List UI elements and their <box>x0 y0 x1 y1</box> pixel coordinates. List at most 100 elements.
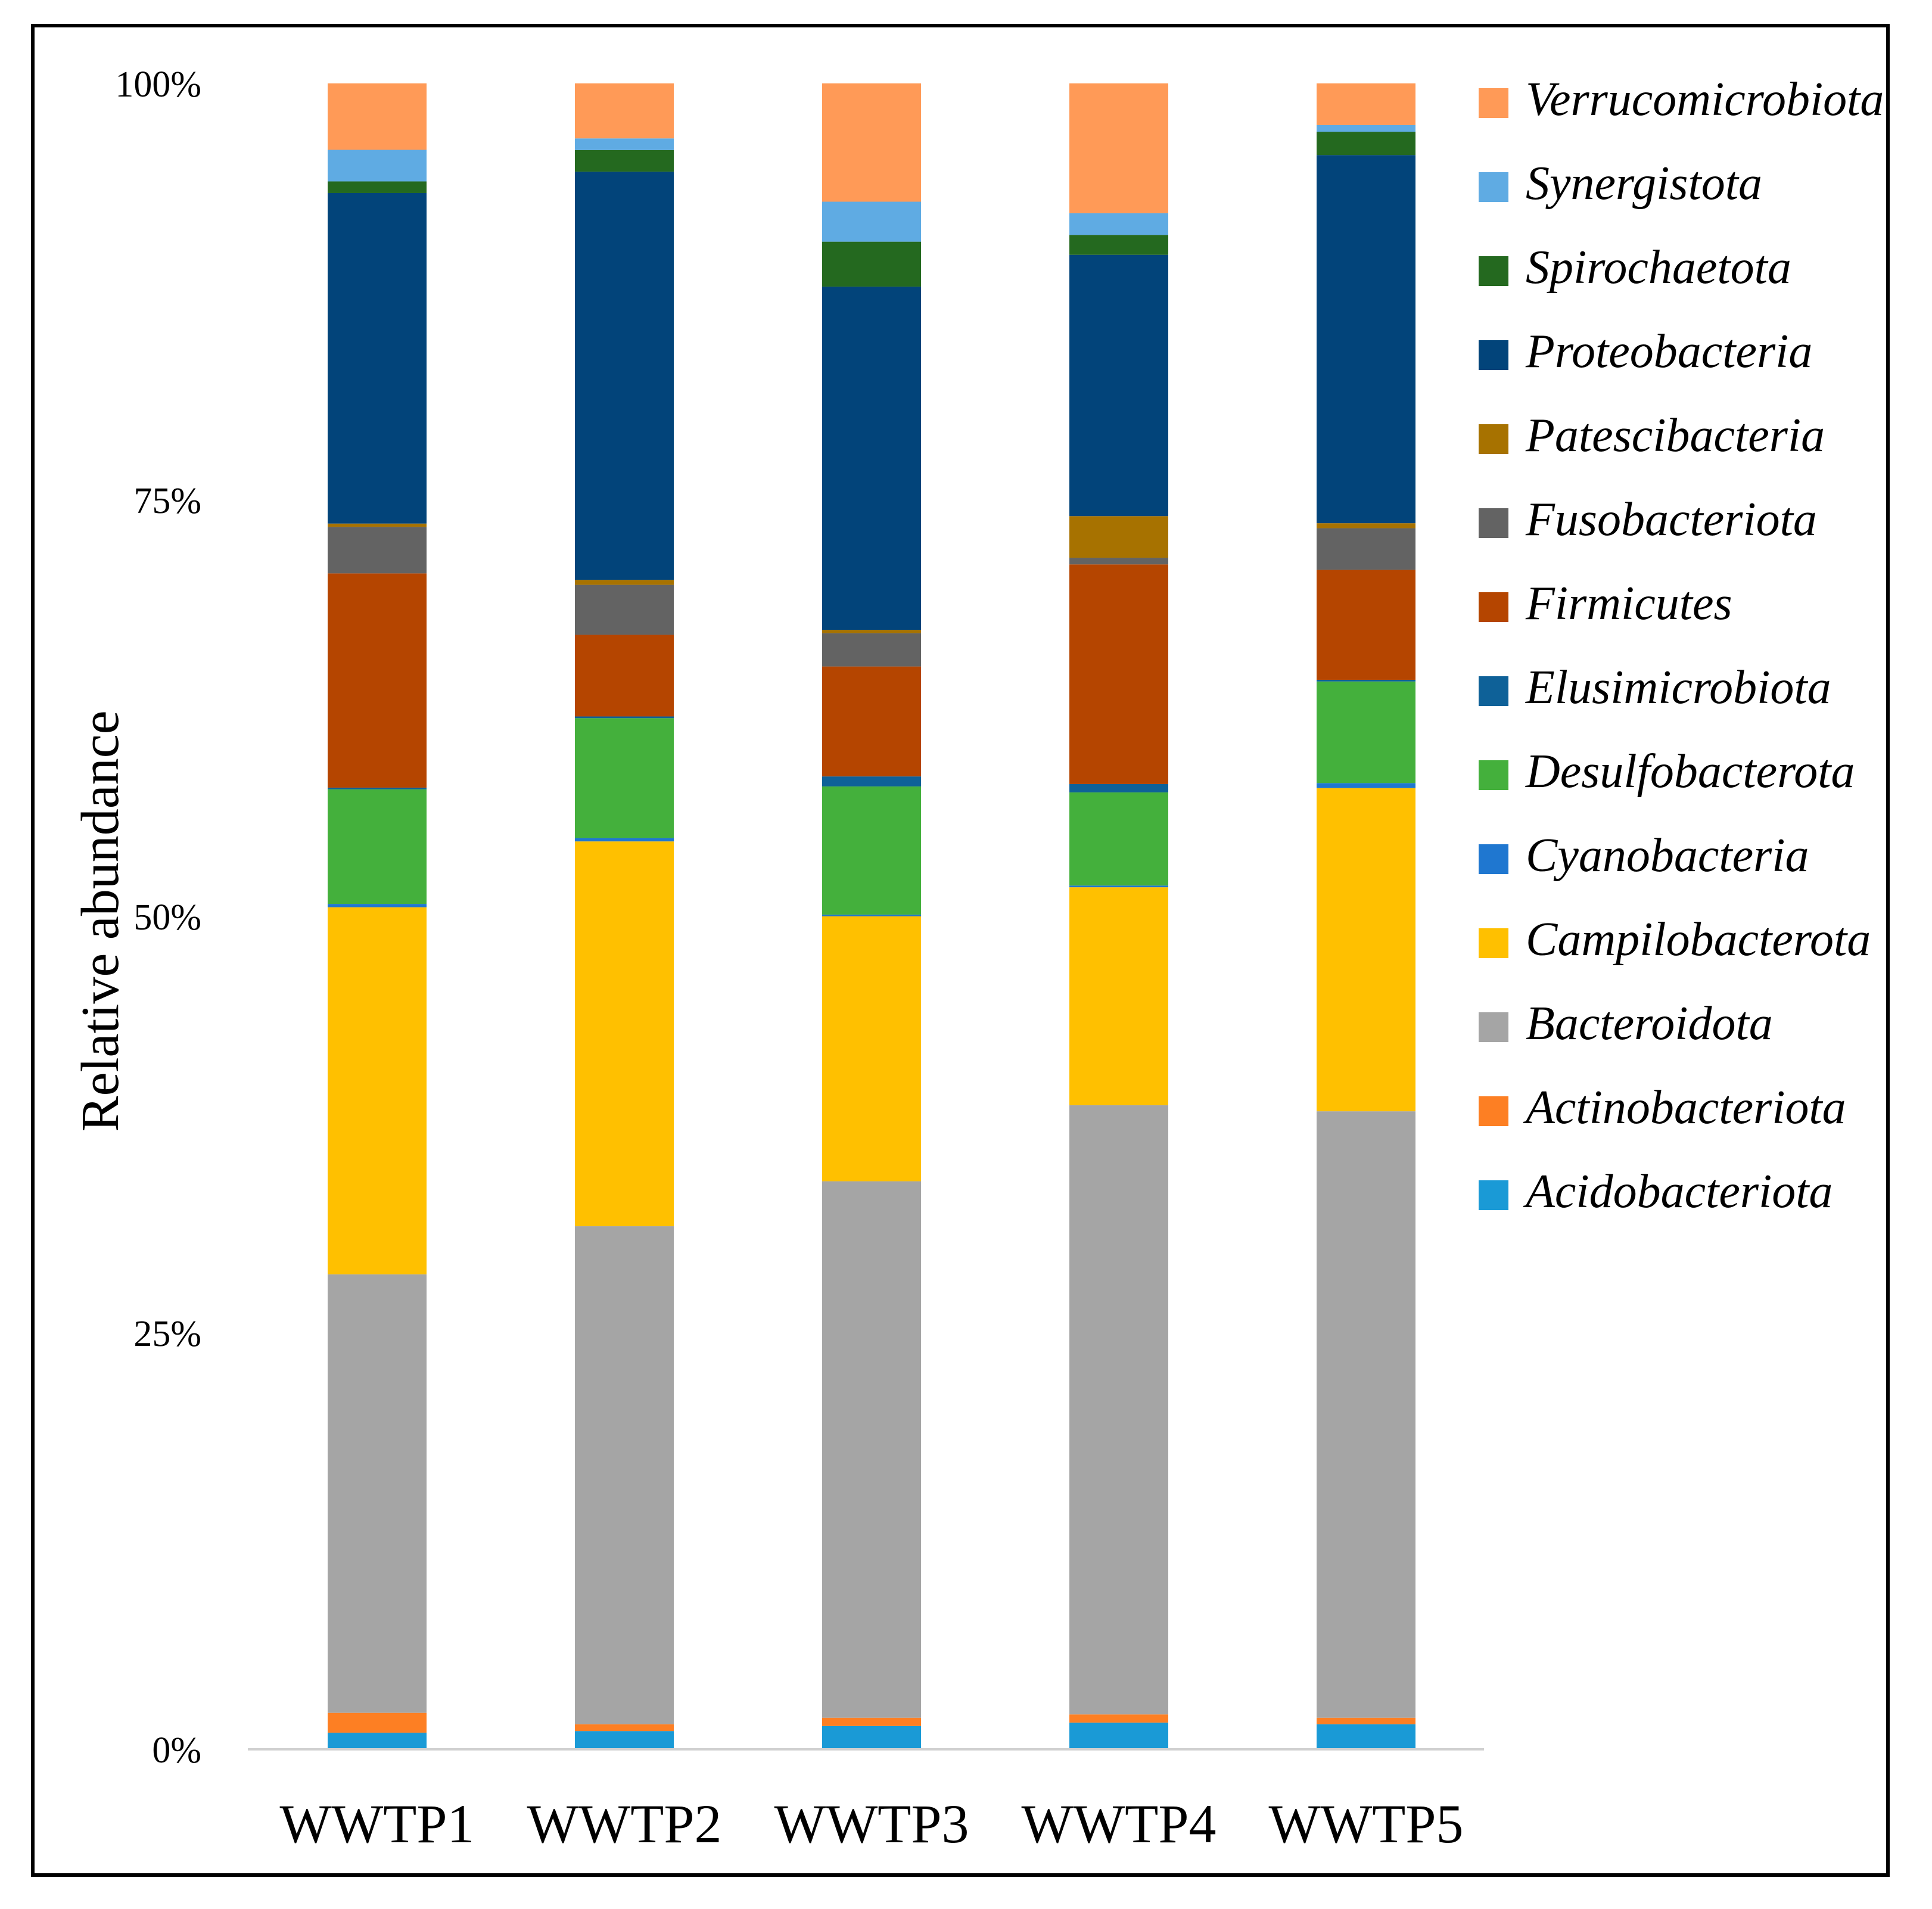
bar-segment <box>1317 681 1415 784</box>
legend-label: Campilobacterota <box>1526 913 1871 966</box>
legend-label: Desulfobacterota <box>1525 745 1855 798</box>
bar-segment <box>575 718 674 838</box>
legend-swatch <box>1479 256 1508 286</box>
bar-segment <box>575 716 674 719</box>
legend-label: Patescibacteria <box>1525 409 1825 462</box>
bar-segment <box>1317 1724 1415 1749</box>
legend-item: Desulfobacterota <box>1479 745 1855 798</box>
legend-swatch <box>1479 844 1508 874</box>
y-axis-title-group: Relative abundance <box>71 710 130 1131</box>
legend-label: Cyanobacteria <box>1526 829 1809 882</box>
legend-item: Synergistota <box>1479 157 1762 210</box>
bar-segment <box>575 150 674 172</box>
legend-swatch <box>1479 760 1508 790</box>
bar-segment <box>1317 83 1415 125</box>
bar-segment <box>1317 528 1415 570</box>
legend-item: Spirochaetota <box>1479 241 1791 294</box>
y-axis-title: Relative abundance <box>71 710 130 1131</box>
bar-segment <box>822 287 921 630</box>
bar-segment <box>1069 235 1168 255</box>
legend-label: Verrucomicrobiota <box>1526 73 1884 126</box>
bar-segment <box>575 1226 674 1725</box>
bar-segment <box>1317 788 1415 1112</box>
bar-segment <box>575 1724 674 1731</box>
bar-segment <box>822 241 921 287</box>
bar-stack-wwtp5 <box>1317 83 1415 1749</box>
bar-stack-wwtp4 <box>1069 83 1168 1749</box>
bar-segment <box>822 1181 921 1718</box>
bar-segment <box>575 172 674 580</box>
bar-segment <box>328 523 427 527</box>
x-category-label: WWTP4 <box>1021 1793 1216 1854</box>
bar-segment <box>328 907 427 1274</box>
legend-item: Fusobacteriota <box>1479 493 1817 546</box>
bar-segment <box>328 789 427 904</box>
bar-segment <box>822 666 921 777</box>
bar-segment <box>1317 783 1415 788</box>
legend-label: Firmicutes <box>1525 577 1732 630</box>
bar-stack-wwtp3 <box>822 83 921 1749</box>
bar-segment <box>822 915 921 916</box>
bar-segment <box>1317 132 1415 156</box>
legend-item: Patescibacteria <box>1479 409 1825 462</box>
bar-segment <box>822 201 921 242</box>
bar-segment <box>328 1274 427 1713</box>
bar-segment <box>1069 516 1168 558</box>
bar-segment <box>328 1712 427 1733</box>
legend-swatch <box>1479 676 1508 706</box>
bar-segment <box>822 630 921 633</box>
legend-item: Proteobacteria <box>1479 325 1812 378</box>
x-category-label: WWTP3 <box>774 1793 969 1854</box>
x-axis-categories: WWTP1 WWTP2 WWTP3 WWTP4 WWTP5 <box>279 1793 1463 1854</box>
legend-swatch <box>1479 340 1508 370</box>
bar-segment <box>822 916 921 1182</box>
legend-label: Fusobacteriota <box>1525 493 1817 546</box>
bar-segment <box>1069 1723 1168 1749</box>
bar-segment <box>1317 155 1415 524</box>
legend-item: Verrucomicrobiota <box>1479 73 1884 126</box>
bar-segment <box>822 633 921 667</box>
legend-item: Firmicutes <box>1479 577 1732 630</box>
y-tick-label: 0% <box>152 1730 201 1771</box>
legend-label: Bacteroidota <box>1526 997 1773 1050</box>
bar-segment <box>575 584 674 635</box>
bar-segment <box>575 841 674 1227</box>
bar-segment <box>328 904 427 907</box>
bar-segment <box>328 1733 427 1749</box>
legend-swatch <box>1479 1096 1508 1126</box>
bar-segment <box>822 1725 921 1749</box>
bar-segment <box>575 635 674 717</box>
legend-item: Cyanobacteria <box>1479 829 1809 882</box>
bar-segment <box>822 1717 921 1726</box>
legend-swatch <box>1479 592 1508 622</box>
legend-label: Spirochaetota <box>1526 241 1791 294</box>
y-tick-label: 25% <box>133 1314 201 1354</box>
bar-segment <box>1069 558 1168 565</box>
x-category-label: WWTP5 <box>1268 1793 1463 1854</box>
legend-swatch <box>1479 508 1508 538</box>
bar-segment <box>575 838 674 842</box>
x-category-label: WWTP1 <box>279 1793 474 1854</box>
bar-segment <box>1317 1111 1415 1718</box>
y-tick-label: 75% <box>133 481 201 521</box>
legend-swatch <box>1479 1180 1508 1210</box>
bar-segment <box>575 580 674 585</box>
bar-segment <box>1317 1717 1415 1725</box>
bar-segment <box>1069 254 1168 517</box>
bar-segment <box>328 83 427 150</box>
legend-swatch <box>1479 88 1508 118</box>
legend-label: Synergistota <box>1526 157 1762 210</box>
bar-segment <box>1069 784 1168 792</box>
bar-segment <box>1069 83 1168 213</box>
legend: Verrucomicrobiota Synergistota Spirochaeto… <box>1479 73 1884 1218</box>
stacked-bar-chart: Relative abundance 0% 25% 50% 75% 100% WWTP1… <box>71 64 1884 1854</box>
bar-segment <box>1069 792 1168 886</box>
legend-item: Campilobacterota <box>1479 913 1871 966</box>
bar-segment <box>1317 679 1415 682</box>
legend-swatch <box>1479 172 1508 202</box>
bar-segment <box>1069 1714 1168 1723</box>
legend-label: Actinobacteriota <box>1523 1081 1846 1134</box>
legend-label: Elusimicrobiota <box>1525 661 1831 714</box>
chart-frame: Relative abundance 0% 25% 50% 75% 100% WWTP1… <box>31 24 1890 1877</box>
x-category-label: WWTP2 <box>527 1793 721 1854</box>
